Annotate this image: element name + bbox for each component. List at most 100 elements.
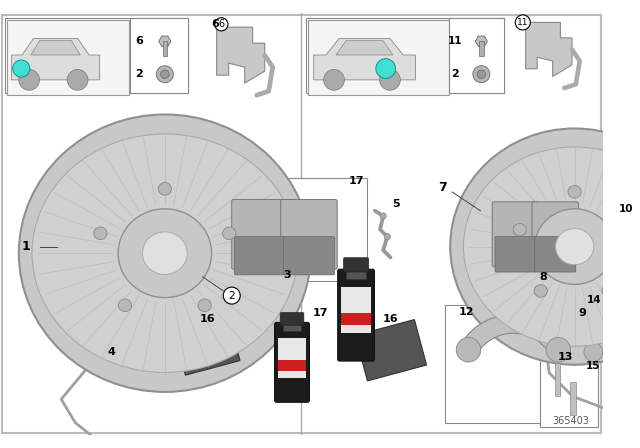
Circle shape bbox=[384, 233, 390, 240]
Ellipse shape bbox=[19, 115, 311, 392]
Bar bbox=[445, 305, 584, 423]
Polygon shape bbox=[476, 36, 488, 47]
Ellipse shape bbox=[535, 209, 614, 284]
Text: 2: 2 bbox=[228, 291, 235, 301]
Circle shape bbox=[637, 280, 640, 297]
Circle shape bbox=[161, 70, 169, 78]
Text: 17: 17 bbox=[312, 307, 328, 318]
FancyBboxPatch shape bbox=[344, 258, 369, 272]
Circle shape bbox=[324, 69, 344, 90]
Polygon shape bbox=[159, 36, 171, 47]
Polygon shape bbox=[12, 39, 100, 80]
Circle shape bbox=[614, 236, 620, 242]
FancyBboxPatch shape bbox=[582, 303, 607, 340]
Ellipse shape bbox=[118, 299, 132, 311]
Bar bbox=[4, 18, 188, 93]
FancyBboxPatch shape bbox=[346, 269, 366, 280]
Circle shape bbox=[223, 287, 240, 304]
FancyBboxPatch shape bbox=[338, 269, 374, 361]
Polygon shape bbox=[355, 319, 427, 381]
Text: 15: 15 bbox=[586, 361, 601, 371]
FancyBboxPatch shape bbox=[342, 313, 371, 325]
Ellipse shape bbox=[143, 232, 188, 275]
Ellipse shape bbox=[198, 299, 211, 311]
Text: 7: 7 bbox=[438, 181, 447, 194]
Ellipse shape bbox=[158, 183, 172, 195]
Polygon shape bbox=[525, 22, 572, 77]
Text: 12: 12 bbox=[458, 306, 474, 317]
Circle shape bbox=[473, 66, 490, 83]
Bar bbox=[540, 350, 598, 427]
Circle shape bbox=[376, 59, 396, 78]
Ellipse shape bbox=[534, 284, 547, 297]
Circle shape bbox=[477, 70, 486, 78]
Circle shape bbox=[67, 69, 88, 90]
FancyBboxPatch shape bbox=[535, 237, 576, 272]
FancyBboxPatch shape bbox=[280, 313, 304, 325]
Bar bbox=[6, 20, 129, 95]
Text: 5: 5 bbox=[392, 199, 399, 209]
Circle shape bbox=[456, 337, 481, 362]
Circle shape bbox=[625, 396, 634, 406]
Text: 16: 16 bbox=[200, 314, 215, 324]
Ellipse shape bbox=[32, 134, 298, 372]
FancyBboxPatch shape bbox=[532, 202, 579, 267]
FancyBboxPatch shape bbox=[283, 323, 301, 332]
Bar bbox=[306, 18, 504, 93]
Text: 13: 13 bbox=[557, 352, 573, 362]
Bar bbox=[449, 18, 504, 93]
Ellipse shape bbox=[223, 227, 236, 240]
Bar bbox=[163, 41, 167, 56]
Text: 9: 9 bbox=[578, 307, 586, 318]
Bar bbox=[507, 185, 601, 281]
Ellipse shape bbox=[451, 129, 640, 365]
FancyBboxPatch shape bbox=[232, 199, 288, 269]
Circle shape bbox=[13, 60, 30, 77]
Ellipse shape bbox=[513, 224, 526, 236]
Circle shape bbox=[380, 213, 387, 219]
Bar bbox=[308, 20, 449, 95]
Ellipse shape bbox=[568, 185, 581, 198]
Text: 6: 6 bbox=[136, 36, 143, 46]
Circle shape bbox=[215, 18, 228, 31]
Bar bbox=[247, 178, 367, 281]
Circle shape bbox=[611, 217, 616, 223]
Ellipse shape bbox=[556, 228, 594, 265]
FancyBboxPatch shape bbox=[278, 338, 306, 378]
Text: 6: 6 bbox=[211, 19, 219, 29]
Polygon shape bbox=[175, 319, 240, 375]
Text: 1: 1 bbox=[22, 240, 31, 253]
Bar bbox=[570, 382, 575, 415]
Ellipse shape bbox=[463, 147, 640, 346]
Polygon shape bbox=[336, 40, 393, 55]
Ellipse shape bbox=[94, 227, 107, 240]
Text: 10: 10 bbox=[619, 204, 634, 214]
Circle shape bbox=[515, 15, 531, 30]
Circle shape bbox=[156, 66, 173, 83]
Bar bbox=[130, 18, 188, 93]
Ellipse shape bbox=[118, 209, 212, 297]
Text: 14: 14 bbox=[587, 295, 602, 305]
Circle shape bbox=[546, 337, 570, 362]
FancyBboxPatch shape bbox=[342, 287, 371, 333]
FancyBboxPatch shape bbox=[234, 237, 285, 275]
Text: 3: 3 bbox=[284, 270, 291, 280]
Ellipse shape bbox=[623, 224, 636, 236]
Polygon shape bbox=[31, 40, 80, 55]
FancyBboxPatch shape bbox=[278, 360, 306, 371]
Bar bbox=[479, 41, 484, 56]
Circle shape bbox=[380, 69, 401, 90]
Polygon shape bbox=[314, 39, 415, 80]
FancyBboxPatch shape bbox=[281, 199, 337, 269]
Text: 11: 11 bbox=[517, 18, 529, 27]
Circle shape bbox=[584, 343, 603, 362]
Polygon shape bbox=[217, 27, 265, 83]
Text: 4: 4 bbox=[108, 347, 115, 357]
Text: 6: 6 bbox=[218, 19, 225, 29]
Text: 2: 2 bbox=[136, 69, 143, 79]
Polygon shape bbox=[460, 314, 566, 354]
Text: 2: 2 bbox=[451, 69, 459, 79]
Bar bbox=[555, 363, 561, 396]
Text: 8: 8 bbox=[540, 272, 547, 282]
FancyBboxPatch shape bbox=[492, 202, 539, 267]
